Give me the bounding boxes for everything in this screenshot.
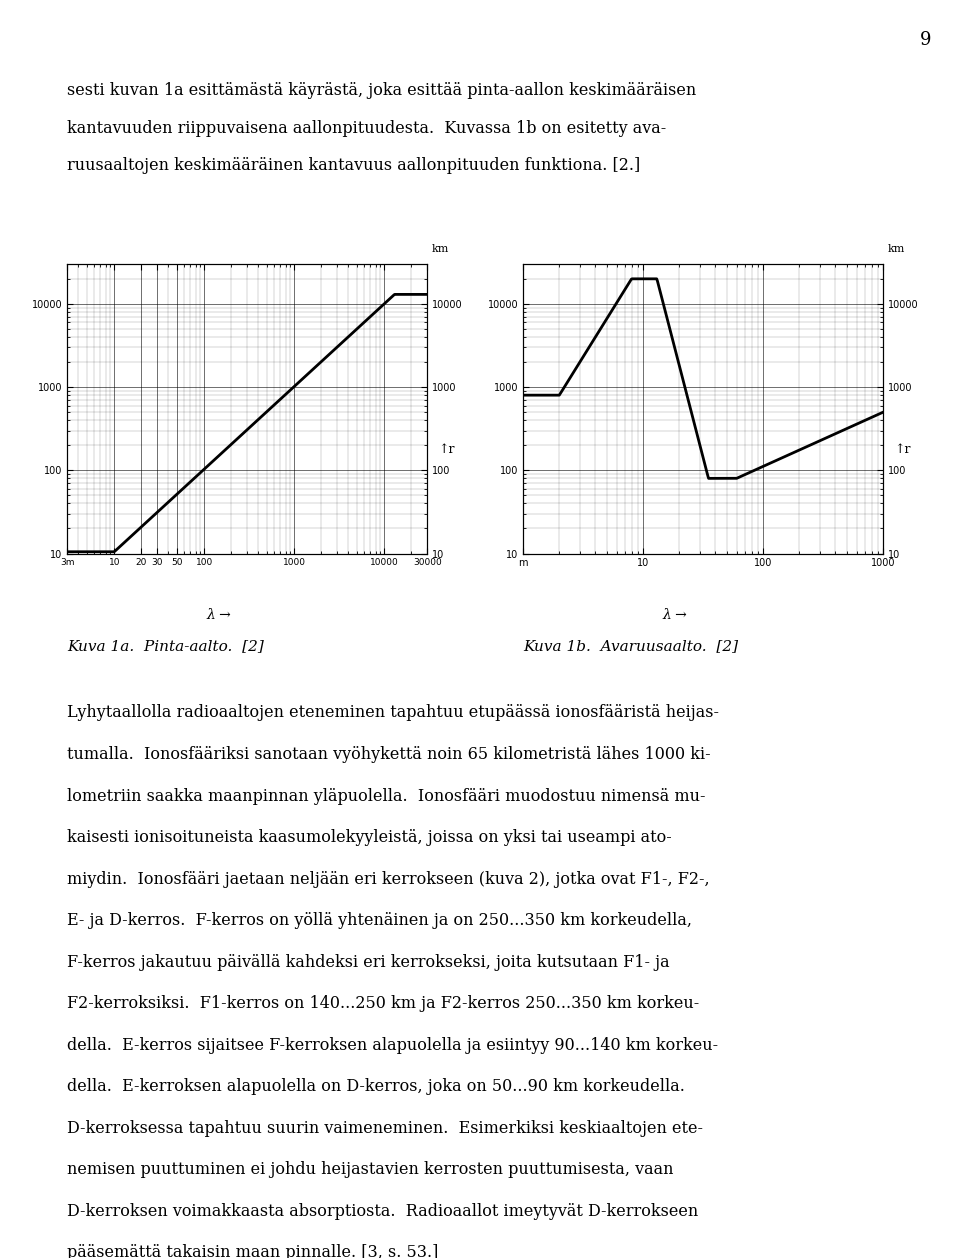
Text: km: km: [888, 244, 905, 254]
Text: kantavuuden riippuvaisena aallonpituudesta.  Kuvassa 1b on esitetty ava-: kantavuuden riippuvaisena aallonpituudes…: [67, 120, 666, 137]
Text: D-kerroksessa tapahtuu suurin vaimeneminen.  Esimerkiksi keskiaaltojen ete-: D-kerroksessa tapahtuu suurin vaimenemin…: [67, 1120, 703, 1137]
Text: della.  E-kerroksen alapuolella on D-kerros, joka on 50...90 km korkeudella.: della. E-kerroksen alapuolella on D-kerr…: [67, 1078, 685, 1096]
Text: Kuva 1b.  Avaruusaalto.  [2]: Kuva 1b. Avaruusaalto. [2]: [523, 639, 738, 653]
Text: tumalla.  Ionosfääriksi sanotaan vyöhykettä noin 65 kilometristä lähes 1000 ki-: tumalla. Ionosfääriksi sanotaan vyöhyket…: [67, 746, 710, 764]
Text: Kuva 1a.  Pinta-aalto.  [2]: Kuva 1a. Pinta-aalto. [2]: [67, 639, 264, 653]
Text: Lyhytaallolla radioaaltojen eteneminen tapahtuu etupäässä ionosfääristä heijas-: Lyhytaallolla radioaaltojen eteneminen t…: [67, 704, 719, 722]
Text: ruusaaltojen keskimääräinen kantavuus aallonpituuden funktiona. [2.]: ruusaaltojen keskimääräinen kantavuus aa…: [67, 157, 640, 175]
Text: 9: 9: [920, 31, 931, 49]
Text: km: km: [432, 244, 449, 254]
Text: ↑r: ↑r: [895, 443, 911, 455]
Text: pääsemättä takaisin maan pinnalle. [3, s. 53.]: pääsemättä takaisin maan pinnalle. [3, s…: [67, 1244, 439, 1258]
Text: della.  E-kerros sijaitsee F-kerroksen alapuolella ja esiintyy 90...140 km korke: della. E-kerros sijaitsee F-kerroksen al…: [67, 1037, 718, 1054]
Text: F-kerros jakautuu päivällä kahdeksi eri kerrokseksi, joita kutsutaan F1- ja: F-kerros jakautuu päivällä kahdeksi eri …: [67, 954, 670, 971]
Text: kaisesti ionisoituneista kaasumolekyyleistä, joissa on yksi tai useampi ato-: kaisesti ionisoituneista kaasumolekyylei…: [67, 829, 672, 847]
Text: lometriin saakka maanpinnan yläpuolella.  Ionosfääri muodostuu nimensä mu-: lometriin saakka maanpinnan yläpuolella.…: [67, 788, 706, 805]
Text: λ →: λ →: [662, 608, 686, 621]
Text: ↑r: ↑r: [439, 443, 455, 455]
Text: sesti kuvan 1a esittämästä käyrästä, joka esittää pinta-aallon keskimääräisen: sesti kuvan 1a esittämästä käyrästä, jok…: [67, 82, 696, 99]
Text: nemisen puuttuminen ei johdu heijastavien kerrosten puuttumisesta, vaan: nemisen puuttuminen ei johdu heijastavie…: [67, 1161, 674, 1179]
Text: E- ja D-kerros.  F-kerros on yöllä yhtenäinen ja on 250...350 km korkeudella,: E- ja D-kerros. F-kerros on yöllä yhtenä…: [67, 912, 692, 930]
Text: D-kerroksen voimakkaasta absorptiosta.  Radioaallot imeytyvät D-kerrokseen: D-kerroksen voimakkaasta absorptiosta. R…: [67, 1203, 699, 1220]
Text: λ →: λ →: [206, 608, 230, 621]
Text: F2-kerroksiksi.  F1-kerros on 140...250 km ja F2-kerros 250...350 km korkeu-: F2-kerroksiksi. F1-kerros on 140...250 k…: [67, 995, 700, 1013]
Text: miydin.  Ionosfääri jaetaan neljään eri kerrokseen (kuva 2), jotka ovat F1-, F2-: miydin. Ionosfääri jaetaan neljään eri k…: [67, 871, 709, 888]
